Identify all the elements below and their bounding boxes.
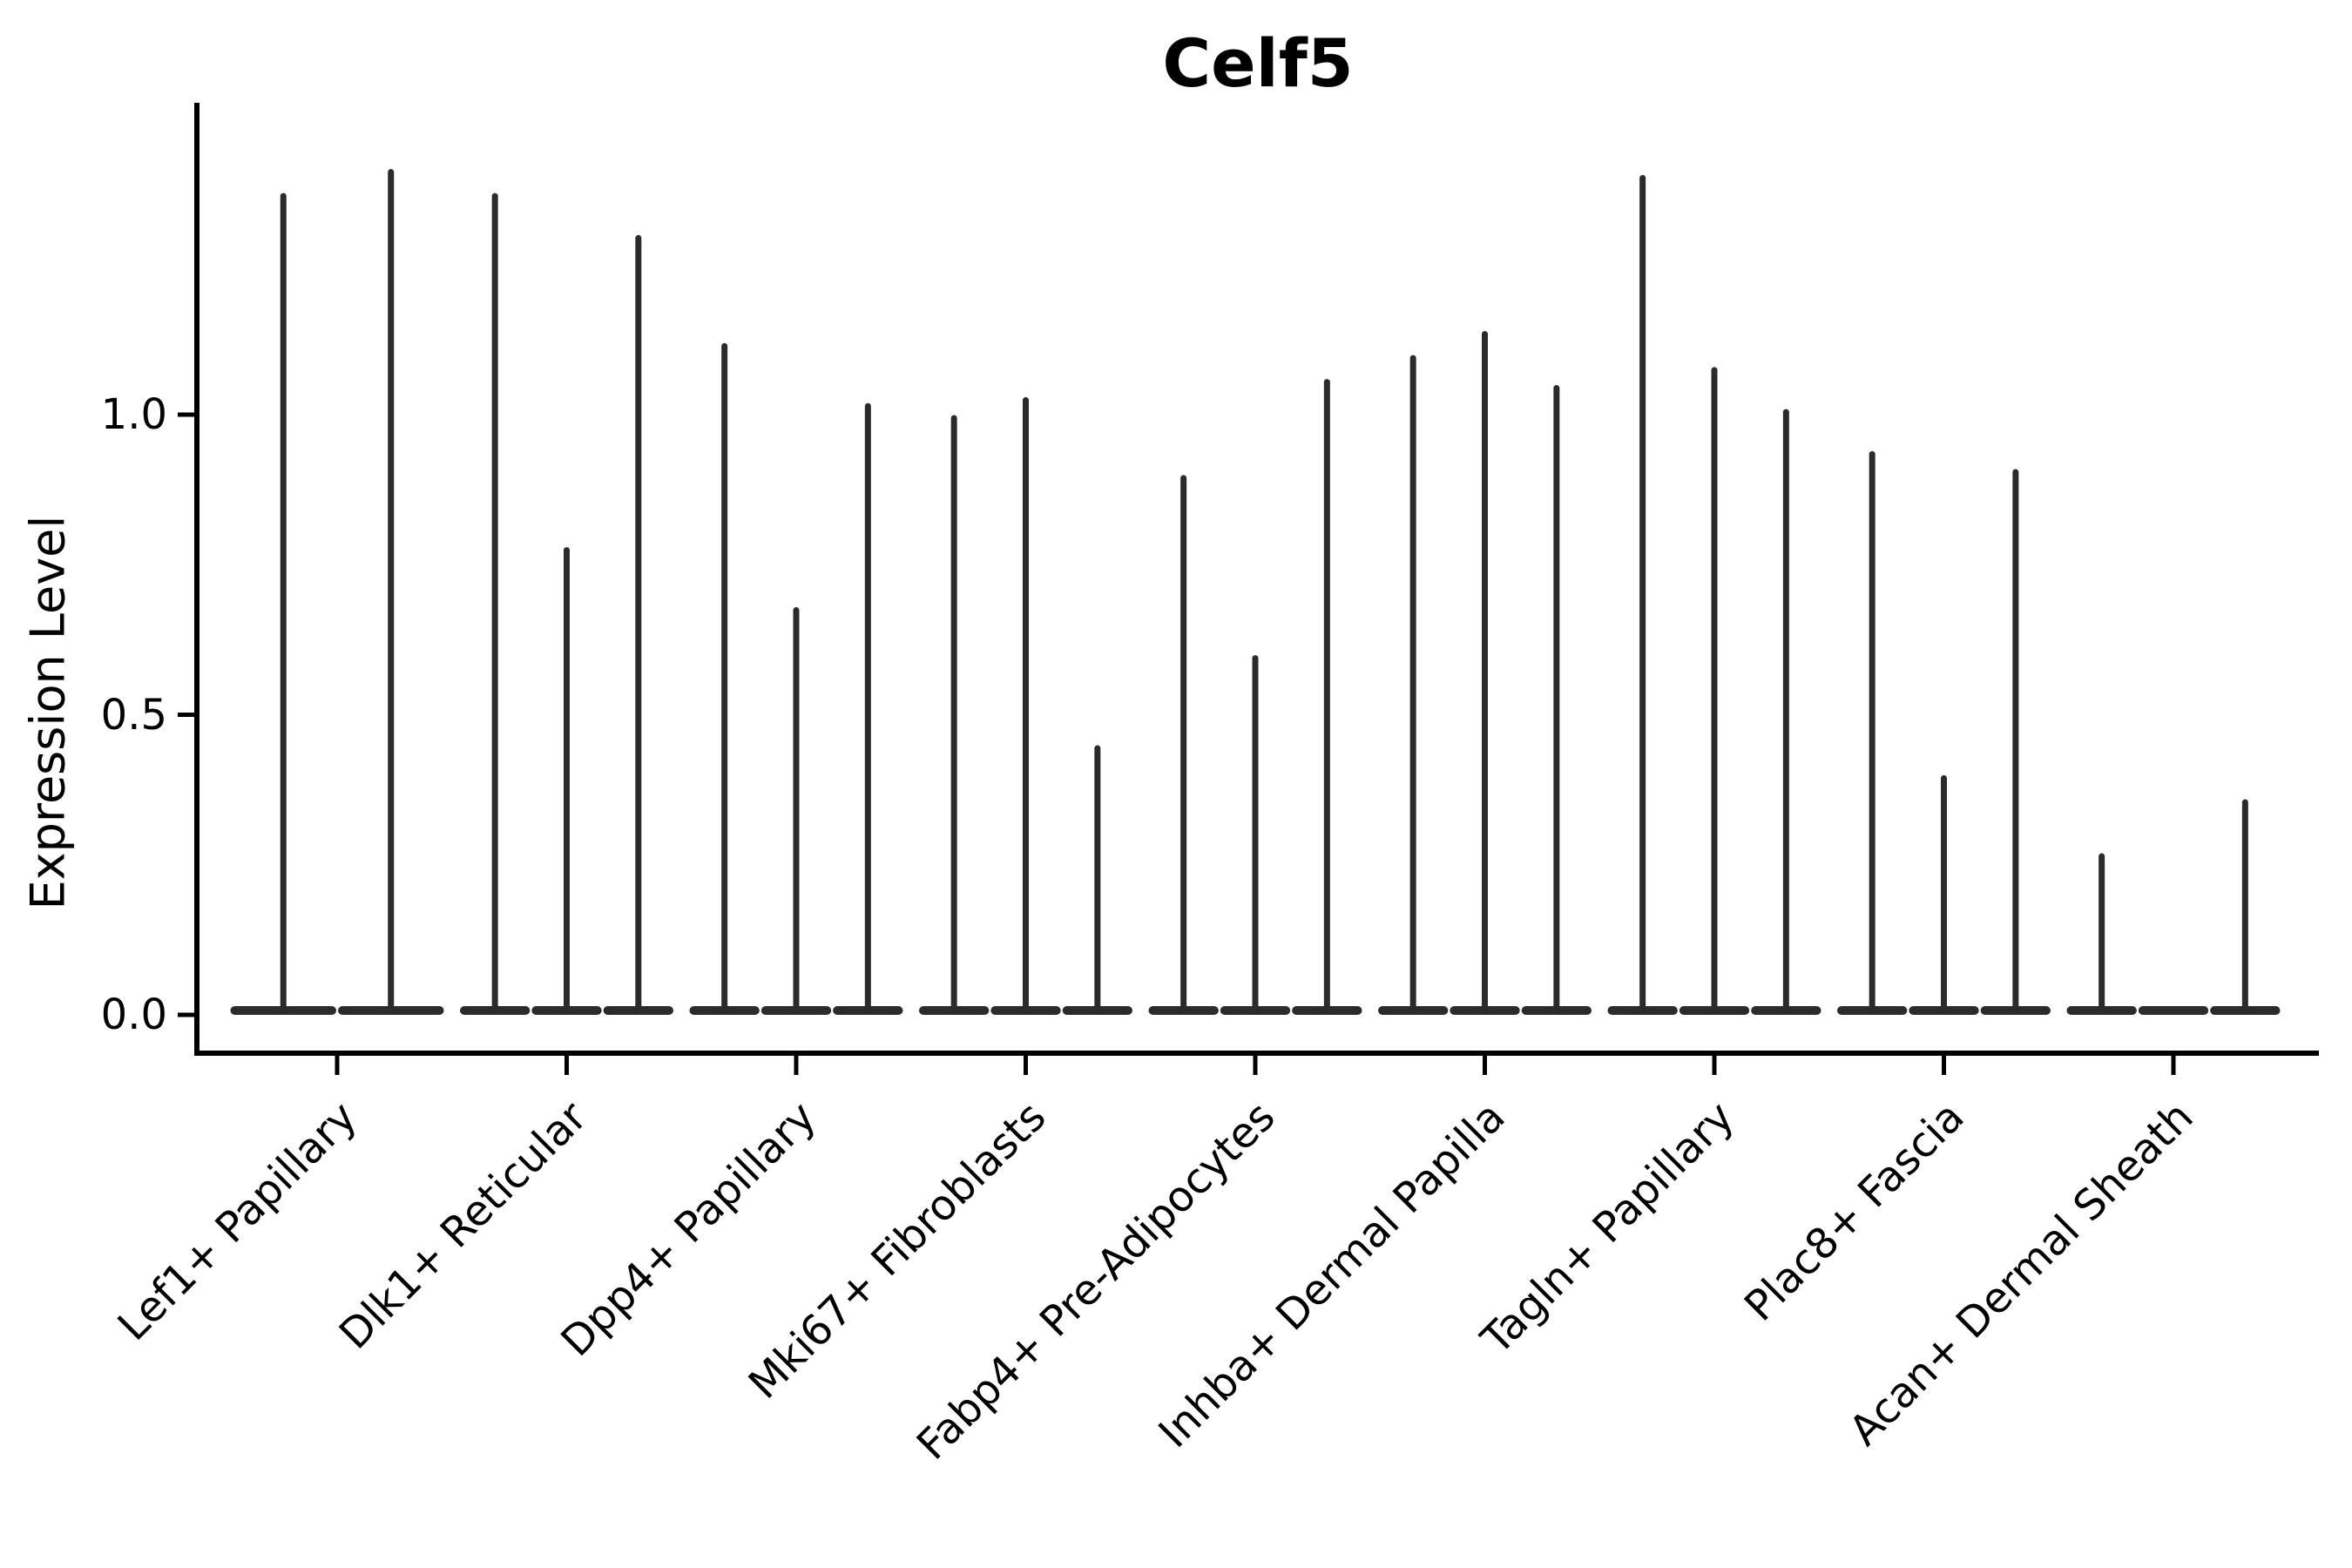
y-tick-label: 0.0 [100, 990, 167, 1039]
chart-title: Celf5 [1162, 24, 1354, 102]
y-tick-label: 0.5 [100, 690, 167, 740]
y-axis-title: Expression Level [20, 515, 76, 910]
y-tick-label: 1.0 [100, 390, 167, 439]
